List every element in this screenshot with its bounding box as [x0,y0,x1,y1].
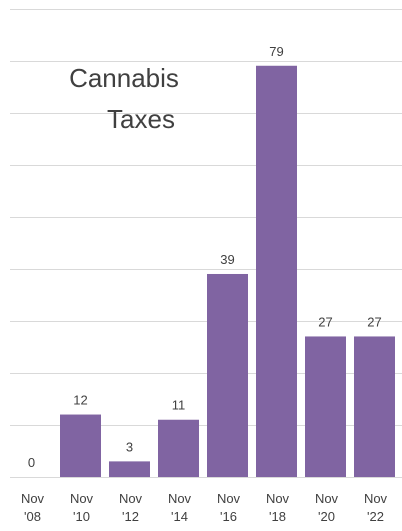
x-tick-label: '12 [122,509,139,524]
x-tick-label: Nov [21,491,45,506]
data-label: 11 [172,398,186,413]
data-labels: 0 12 3 11 39 79 27 27 [28,44,382,470]
bar [354,336,395,477]
x-tick-label: Nov [315,491,339,506]
x-tick-label: Nov [70,491,94,506]
x-tick-label: Nov [364,491,388,506]
x-tick-label: '18 [269,509,286,524]
data-label: 0 [28,455,35,470]
x-tick-label: '14 [171,509,188,524]
data-label: 12 [73,393,87,408]
x-tick-label: '16 [220,509,237,524]
data-label: 27 [318,314,332,329]
data-label: 27 [367,314,381,329]
data-label: 39 [220,252,234,267]
chart-title-line-1: Cannabis [69,63,179,93]
x-tick-label: '08 [24,509,41,524]
data-label: 3 [126,439,133,454]
x-tick-label: '20 [318,509,335,524]
x-tick-label: Nov [266,491,290,506]
data-label: 79 [269,44,283,59]
bar [109,461,150,477]
bar [305,336,346,477]
x-tick-label: '22 [367,509,384,524]
bar [158,419,199,477]
chart-title-line-2: Taxes [107,104,175,134]
x-axis-tick-labels: Nov '08 Nov '10 Nov '12 Nov '14 Nov '16 Nov '18 Nov '… [21,491,388,524]
x-tick-label: '10 [73,509,90,524]
x-tick-label: Nov [168,491,192,506]
bars [60,65,395,477]
bar [256,65,297,477]
x-tick-label: Nov [119,491,143,506]
bar [207,273,248,477]
x-tick-label: Nov [217,491,241,506]
bar [60,414,101,477]
